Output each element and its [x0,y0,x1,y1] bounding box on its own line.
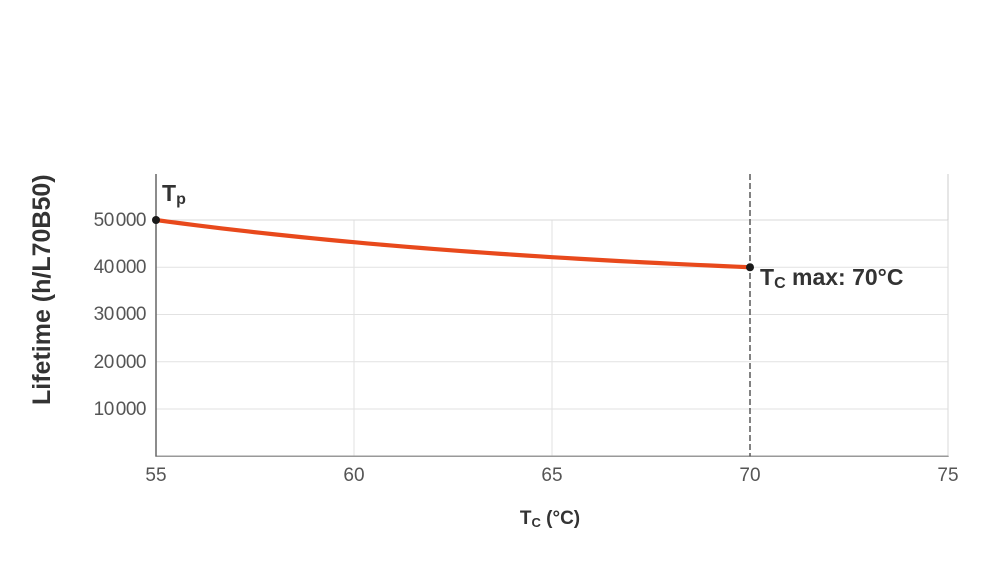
svg-text:65: 65 [541,465,562,486]
svg-text:TC (°C): TC (°C) [520,508,580,530]
svg-text:60: 60 [343,465,364,486]
svg-text:Tp: Tp [162,180,186,208]
svg-text:75: 75 [937,465,958,486]
svg-text:55: 55 [145,465,166,486]
svg-text:Lifetime (h/L70B50): Lifetime (h/L70B50) [28,174,56,405]
svg-text:70: 70 [739,465,760,486]
svg-text:TC max: 70°C: TC max: 70°C [760,264,904,292]
